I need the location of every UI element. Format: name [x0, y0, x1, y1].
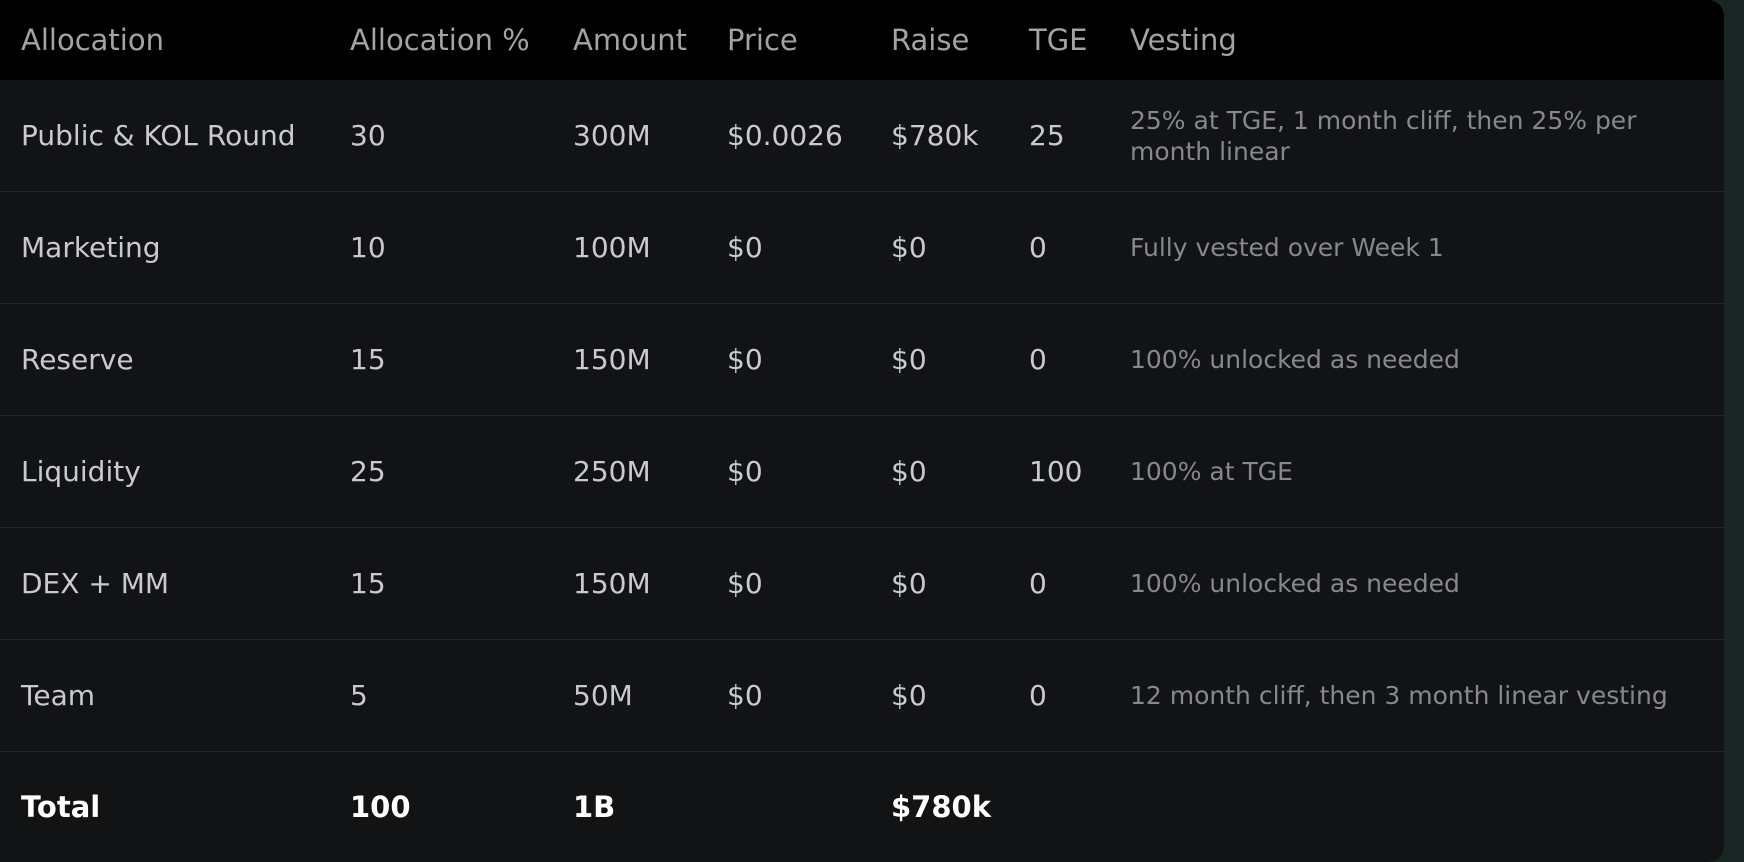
total-raise: $780k [891, 790, 991, 824]
cell-amount: 150M [573, 343, 651, 376]
header-tge: TGE [1029, 23, 1088, 57]
cell-raise: $780k [891, 119, 979, 152]
cell-raise: $0 [891, 679, 927, 712]
cell-vesting: 25% at TGE, 1 month cliff, then 25% per … [1130, 105, 1637, 166]
cell-raise: $0 [891, 231, 927, 264]
cell-vesting: 12 month cliff, then 3 month linear vest… [1130, 681, 1668, 710]
cell-allocation: Liquidity [21, 455, 141, 488]
header-allocation: Allocation [21, 23, 164, 57]
cell-allocation-pct: 25 [350, 455, 386, 488]
total-row: Total 100 1B $780k [0, 752, 1724, 862]
table-header: Allocation Allocation % Amount Price Rai… [0, 0, 1724, 80]
cell-allocation: Marketing [21, 231, 161, 264]
cell-vesting: 100% at TGE [1130, 457, 1293, 486]
header-raise: Raise [891, 23, 970, 57]
cell-allocation-pct: 10 [350, 231, 386, 264]
cell-price: $0 [727, 679, 763, 712]
table-row: Public & KOL Round 30 300M $0.0026 $780k… [0, 80, 1724, 192]
header-amount: Amount [573, 23, 687, 57]
cell-amount: 250M [573, 455, 651, 488]
cell-amount: 100M [573, 231, 651, 264]
cell-tge: 0 [1029, 231, 1047, 264]
cell-amount: 300M [573, 119, 651, 152]
total-allocation-pct: 100 [350, 790, 411, 824]
cell-tge: 100 [1029, 455, 1083, 488]
cell-tge: 0 [1029, 567, 1047, 600]
cell-price: $0 [727, 343, 763, 376]
cell-allocation: Reserve [21, 343, 134, 376]
header-price: Price [727, 23, 798, 57]
cell-vesting: Fully vested over Week 1 [1130, 233, 1444, 262]
table-row: DEX + MM 15 150M $0 $0 0 100% unlocked a… [0, 528, 1724, 640]
cell-allocation-pct: 15 [350, 567, 386, 600]
cell-allocation-pct: 5 [350, 679, 368, 712]
cell-price: $0 [727, 567, 763, 600]
cell-raise: $0 [891, 343, 927, 376]
cell-raise: $0 [891, 567, 927, 600]
cell-vesting: 100% unlocked as needed [1130, 345, 1460, 374]
cell-price: $0.0026 [727, 119, 843, 152]
cell-allocation: Team [21, 679, 96, 712]
cell-vesting: 100% unlocked as needed [1130, 569, 1460, 598]
cell-allocation: DEX + MM [21, 567, 170, 600]
total-label: Total [21, 790, 101, 824]
cell-price: $0 [727, 455, 763, 488]
total-amount: 1B [573, 790, 616, 824]
header-vesting: Vesting [1130, 23, 1237, 57]
table-row: Team 5 50M $0 $0 0 12 month cliff, then … [0, 640, 1724, 752]
cell-raise: $0 [891, 455, 927, 488]
cell-allocation: Public & KOL Round [21, 119, 296, 152]
table-row: Reserve 15 150M $0 $0 0 100% unlocked as… [0, 304, 1724, 416]
cell-tge: 25 [1029, 119, 1065, 152]
cell-allocation-pct: 30 [350, 119, 386, 152]
cell-tge: 0 [1029, 679, 1047, 712]
header-allocation-pct: Allocation % [350, 23, 530, 57]
cell-price: $0 [727, 231, 763, 264]
cell-amount: 50M [573, 679, 633, 712]
cell-amount: 150M [573, 567, 651, 600]
cell-tge: 0 [1029, 343, 1047, 376]
table-row: Marketing 10 100M $0 $0 0 Fully vested o… [0, 192, 1724, 304]
table-row: Liquidity 25 250M $0 $0 100 100% at TGE [0, 416, 1724, 528]
cell-allocation-pct: 15 [350, 343, 386, 376]
